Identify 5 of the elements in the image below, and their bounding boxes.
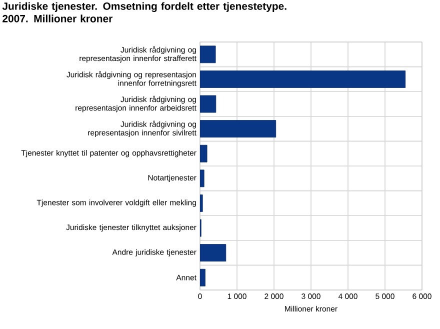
- chart-title: Juridiske tjenester. Omsetning fordelt etter tjenestetype. 2007. Millioner kroner: [2, 2, 286, 22]
- bar: [200, 244, 226, 262]
- bar: [200, 120, 276, 138]
- bar: [200, 46, 216, 64]
- bar: [200, 70, 406, 88]
